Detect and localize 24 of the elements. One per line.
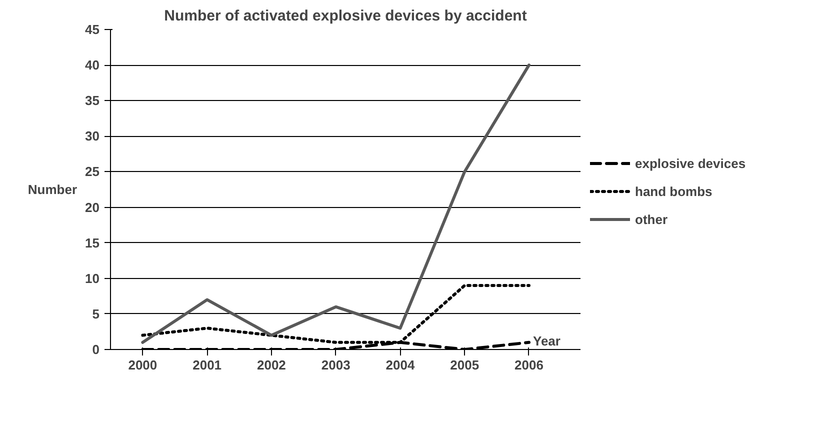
x-tick-label: 2004 (386, 358, 416, 372)
legend-label: other (635, 212, 668, 226)
y-axis-title: Number (28, 182, 78, 197)
y-tick-label: 25 (85, 164, 100, 180)
x-tick-label: 2002 (257, 358, 286, 372)
y-tick-label: 35 (85, 93, 100, 108)
x-axis-title: Year (532, 334, 560, 348)
chart-title: Number of activated explosive devices by accident (164, 8, 527, 24)
y-tick-label: 10 (85, 270, 100, 286)
y-tick-label: 15 (85, 235, 100, 250)
y-tick-label: 40 (85, 58, 100, 73)
y-tick-label: 30 (85, 128, 100, 144)
y-tick-label: 5 (92, 306, 100, 322)
line-series (141, 64, 530, 344)
x-tick-label: 2006 (514, 358, 544, 372)
y-tick-label: 20 (85, 200, 100, 215)
legend-label: hand bombs (635, 184, 712, 198)
legend-label: explosive devices (635, 156, 746, 170)
x-tick-label: 2000 (128, 358, 158, 372)
y-tick-label: 0 (92, 342, 100, 357)
x-tick-label: 2005 (450, 358, 480, 372)
x-tick-label: 2003 (321, 358, 350, 372)
y-tick-label: 45 (85, 22, 100, 37)
x-tick-label: 2001 (192, 358, 222, 372)
